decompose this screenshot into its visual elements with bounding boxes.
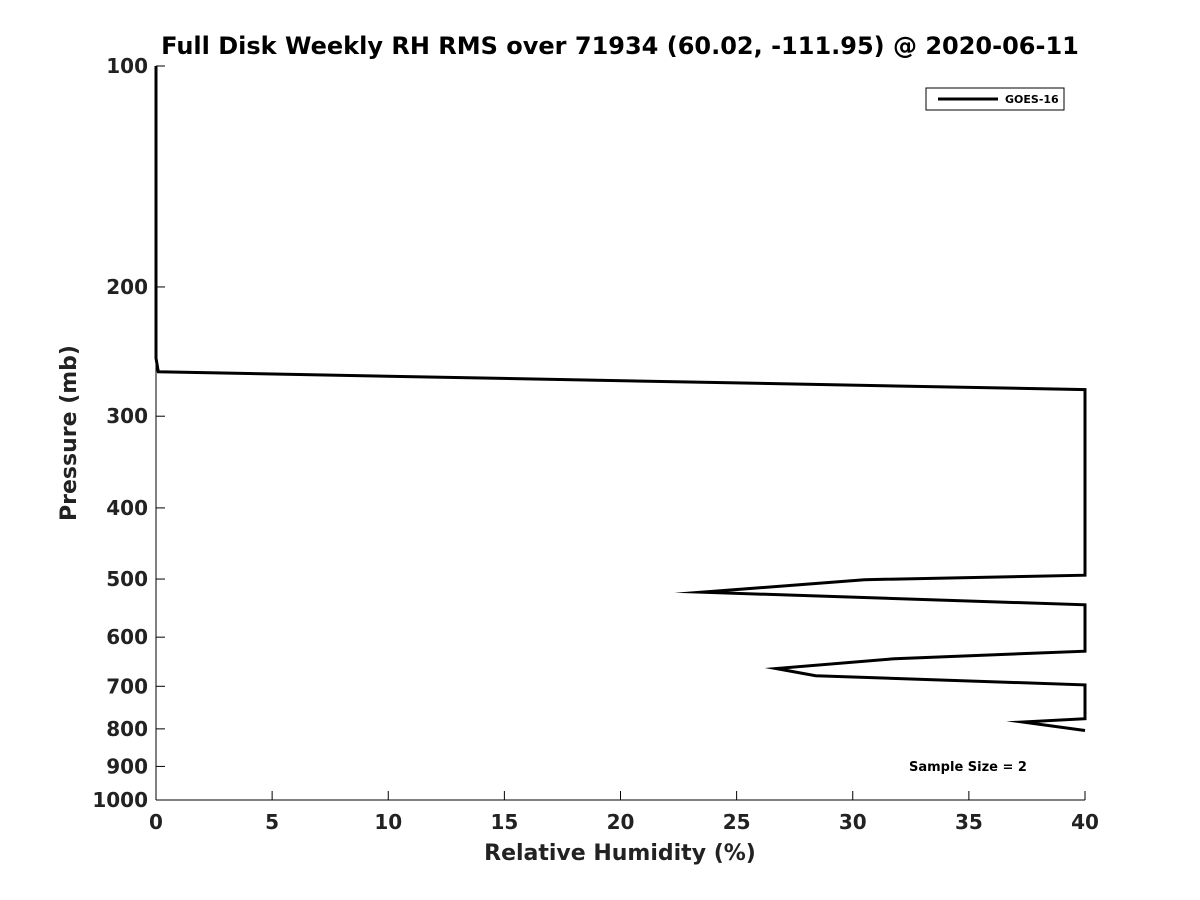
x-tick-label: 30 [839, 810, 867, 834]
chart-title: Full Disk Weekly RH RMS over 71934 (60.0… [161, 32, 1079, 60]
x-tick-label: 25 [723, 810, 751, 834]
x-axis-label: Relative Humidity (%) [484, 841, 756, 866]
x-tick-label: 10 [374, 810, 402, 834]
x-tick-label: 35 [955, 810, 983, 834]
x-tick-label: 15 [490, 810, 518, 834]
y-tick-label: 400 [106, 496, 148, 520]
series-layer [154, 66, 1087, 732]
x-tick-label: 20 [607, 810, 635, 834]
x-tick-label: 5 [265, 810, 279, 834]
x-tick-label: 0 [149, 810, 163, 834]
y-tick-label: 600 [106, 625, 148, 649]
y-tick-label: 1000 [92, 788, 148, 812]
y-tick-label: 300 [106, 404, 148, 428]
y-tick-label: 500 [106, 567, 148, 591]
sample-size-annotation: Sample Size = 2 [909, 760, 1027, 775]
plot-area [156, 66, 1085, 800]
series-line-goes-16 [154, 66, 1087, 732]
x-tick-label: 40 [1071, 810, 1099, 834]
y-axis-label: Pressure (mb) [57, 345, 82, 521]
axes: 0 5 10 15 20 25 30 35 40 100 200 300 400 500 600 700 800… [92, 54, 1099, 834]
legend: GOES-16 [925, 87, 1065, 111]
y-tick-label: 800 [106, 717, 148, 741]
y-tick-label: 700 [106, 674, 148, 698]
y-tick-label: 200 [106, 275, 148, 299]
y-tick-label: 900 [106, 754, 148, 778]
legend-label: GOES-16 [1005, 93, 1059, 106]
y-tick-label: 100 [106, 54, 148, 78]
